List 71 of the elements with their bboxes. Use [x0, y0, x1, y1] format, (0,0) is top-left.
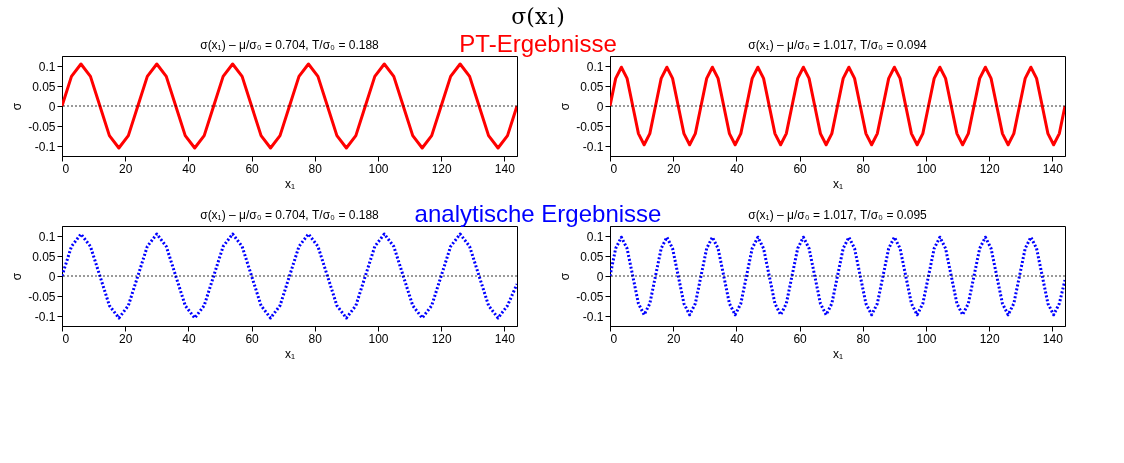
- chart-title: σ(x₁) – μ/σ₀ = 0.704, T/σ₀ = 0.188: [200, 38, 380, 52]
- x-tick-label: 0: [610, 161, 618, 176]
- y-tick-label: -0.1: [582, 309, 604, 324]
- x-tick-label: 20: [667, 161, 681, 176]
- x-tick-label: 40: [182, 331, 196, 346]
- chart-title: σ(x₁) – μ/σ₀ = 0.704, T/σ₀ = 0.188: [200, 208, 380, 222]
- y-tick-label: -0.05: [28, 289, 56, 304]
- x-tick-label: 80: [856, 161, 871, 176]
- x-tick-label: 100: [916, 161, 937, 176]
- x-tick-label: 100: [916, 331, 937, 346]
- y-axis-title: σ: [10, 272, 25, 281]
- y-tick-label: 0.05: [580, 249, 604, 264]
- x-tick-label: 80: [856, 331, 871, 346]
- text: σ(x₁): [511, 3, 565, 29]
- x-tick-label: 20: [119, 161, 133, 176]
- chart-title: σ(x₁) – μ/σ₀ = 1.017, T/σ₀ = 0.095: [748, 208, 928, 222]
- y-tick-label: 0.05: [32, 79, 56, 94]
- x-tick-label: 140: [1042, 161, 1064, 176]
- x-tick-label: 140: [494, 331, 516, 346]
- y-tick-label: -0.05: [28, 119, 56, 134]
- y-tick-label: 0.05: [580, 79, 604, 94]
- x-tick-label: 20: [667, 331, 681, 346]
- y-tick-label: 0.1: [586, 229, 604, 244]
- x-tick-label: 60: [245, 331, 260, 346]
- x-axis-title: x₁: [832, 176, 844, 191]
- x-tick-label: 100: [368, 161, 389, 176]
- x-tick-label: 120: [979, 331, 1000, 346]
- x-axis-title: x₁: [284, 176, 296, 191]
- x-tick-label: 140: [494, 161, 516, 176]
- y-tick-label: -0.05: [576, 119, 604, 134]
- y-tick-label: -0.1: [34, 139, 56, 154]
- x-tick-label: 120: [431, 331, 452, 346]
- y-tick-label: 0: [48, 269, 56, 284]
- x-tick-label: 60: [793, 161, 808, 176]
- x-tick-label: 40: [182, 161, 196, 176]
- y-axis-title: σ: [10, 102, 25, 111]
- text: PT-Ergebnisse: [459, 29, 617, 57]
- x-axis-title: x₁: [284, 346, 296, 361]
- line-series: [610, 65, 1065, 147]
- x-tick-label: 80: [308, 161, 323, 176]
- y-tick-label: 0: [48, 99, 56, 114]
- y-tick-label: 0: [596, 99, 604, 114]
- line-series: [610, 235, 1065, 317]
- line-series: [62, 232, 517, 320]
- annotation: analytische Ergebnisse: [414, 199, 662, 227]
- x-tick-label: 60: [793, 331, 808, 346]
- x-tick-label: 140: [1042, 331, 1064, 346]
- x-tick-label: 20: [119, 331, 133, 346]
- line-series: [62, 62, 517, 150]
- x-tick-label: 0: [610, 331, 618, 346]
- x-tick-label: 60: [245, 161, 260, 176]
- y-tick-label: 0.1: [38, 229, 56, 244]
- x-tick-label: 120: [431, 161, 452, 176]
- x-tick-label: 40: [730, 161, 744, 176]
- x-tick-label: 80: [308, 331, 323, 346]
- x-tick-label: 0: [62, 331, 70, 346]
- x-tick-label: 120: [979, 161, 1000, 176]
- y-axis-title: σ: [558, 102, 573, 111]
- y-tick-label: -0.05: [576, 289, 604, 304]
- y-tick-label: 0.1: [586, 59, 604, 74]
- y-tick-label: 0.05: [32, 249, 56, 264]
- chart-title: σ(x₁) – μ/σ₀ = 1.017, T/σ₀ = 0.094: [748, 38, 928, 52]
- x-axis-title: x₁: [832, 346, 844, 361]
- x-tick-label: 0: [62, 161, 70, 176]
- y-axis-title: σ: [558, 272, 573, 281]
- y-tick-label: -0.1: [34, 309, 56, 324]
- y-tick-label: 0.1: [38, 59, 56, 74]
- x-tick-label: 40: [730, 331, 744, 346]
- y-tick-label: 0: [596, 269, 604, 284]
- x-tick-label: 100: [368, 331, 389, 346]
- y-tick-label: -0.1: [582, 139, 604, 154]
